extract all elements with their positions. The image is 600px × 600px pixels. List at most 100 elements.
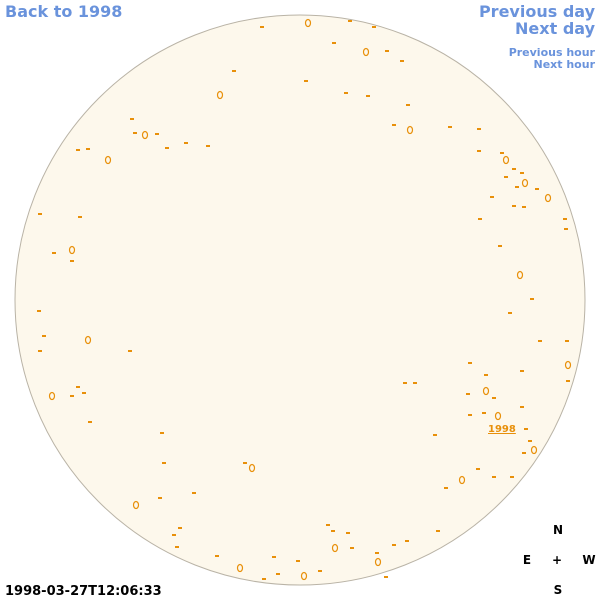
sunspot <box>490 196 494 198</box>
active-regions <box>37 18 572 581</box>
next-hour-link[interactable]: Next hour <box>534 58 596 71</box>
sunspot <box>130 118 134 120</box>
sunspot <box>260 26 264 28</box>
sunspot <box>178 527 182 529</box>
sunspot <box>155 133 159 135</box>
previous-hour-link[interactable]: Previous hour <box>509 46 596 59</box>
sunspot <box>104 155 112 165</box>
back-link[interactable]: Back to 1998 <box>5 2 122 21</box>
sunspot <box>520 406 524 408</box>
sunspot <box>400 60 404 62</box>
compass-north: N <box>553 523 563 537</box>
sunspot <box>522 452 526 454</box>
compass-south: S <box>554 583 563 597</box>
sunspot <box>38 213 42 215</box>
sunspot <box>403 382 407 384</box>
sunspot <box>433 434 437 436</box>
solar-disk <box>14 14 586 586</box>
sunspot <box>331 530 335 532</box>
sunspot <box>344 92 348 94</box>
sunspot <box>232 70 236 72</box>
sunspot <box>372 26 376 28</box>
sunspot <box>128 350 132 352</box>
sunspot <box>510 476 514 478</box>
sunspot <box>508 312 512 314</box>
sunspot <box>296 560 300 562</box>
sunspot <box>272 556 276 558</box>
sunspot <box>566 380 570 382</box>
sunspot <box>564 360 572 370</box>
sunspot <box>520 172 524 174</box>
previous-day-link[interactable]: Previous day <box>479 2 596 21</box>
sunspot <box>498 245 502 247</box>
sunspot <box>76 386 80 388</box>
sunspot <box>346 532 350 534</box>
sunspot <box>276 573 280 575</box>
sunspot <box>384 576 388 578</box>
sunspot <box>406 125 414 135</box>
sunspot <box>84 335 92 345</box>
sunspot <box>38 350 42 352</box>
sunspot <box>522 206 526 208</box>
sunspot <box>300 571 308 581</box>
sunspot <box>70 260 74 262</box>
sunspot <box>477 128 481 130</box>
sunspot <box>448 126 452 128</box>
sunspot <box>68 245 76 255</box>
sunspot <box>348 20 352 22</box>
sunspot <box>512 168 516 170</box>
sunspot <box>521 178 529 188</box>
sunspot <box>362 47 370 57</box>
sunspot <box>444 487 448 489</box>
sunspot <box>318 570 322 572</box>
sunspot <box>160 432 164 434</box>
sunspot <box>366 95 370 97</box>
sunspot <box>52 252 56 254</box>
sunspot <box>492 476 496 478</box>
sunspot <box>436 530 440 532</box>
sunspot <box>512 205 516 207</box>
sunspot <box>162 462 166 464</box>
sunspot <box>520 370 524 372</box>
sunspot <box>528 440 532 442</box>
sunspot <box>565 340 569 342</box>
sunspot <box>184 142 188 144</box>
sunspot <box>502 155 510 165</box>
sunspot <box>494 411 502 421</box>
sunspot <box>88 421 92 423</box>
sunspot <box>413 382 417 384</box>
sunspot <box>564 228 568 230</box>
sunspot <box>535 188 539 190</box>
sunspot <box>544 193 552 203</box>
sunspot <box>385 50 389 52</box>
sunspot <box>530 298 534 300</box>
compass-east: E <box>523 553 531 567</box>
sunspot <box>504 176 508 178</box>
sunspot <box>484 374 488 376</box>
year-link[interactable]: 1998 <box>488 424 516 435</box>
next-day-link[interactable]: Next day <box>515 19 596 38</box>
sunspot <box>477 150 481 152</box>
sunspot <box>76 149 80 151</box>
sunspot <box>236 563 244 573</box>
timestamp: 1998-03-27T12:06:33 <box>5 584 162 599</box>
sunspot <box>478 218 482 220</box>
sunspot <box>468 414 472 416</box>
sunspot <box>482 386 490 396</box>
sunspot <box>42 335 46 337</box>
sunspot <box>86 148 90 150</box>
sunspot <box>331 543 339 553</box>
sunspot <box>192 492 196 494</box>
sunspot <box>374 557 382 567</box>
sunspot <box>141 130 149 140</box>
sunspot <box>206 145 210 147</box>
sunspot <box>375 552 379 554</box>
sunspot <box>458 475 466 485</box>
sunspot <box>165 147 169 149</box>
sunspot <box>262 578 266 580</box>
sunspot <box>476 468 480 470</box>
sunspot <box>500 152 504 154</box>
compass-west: W <box>582 553 595 567</box>
